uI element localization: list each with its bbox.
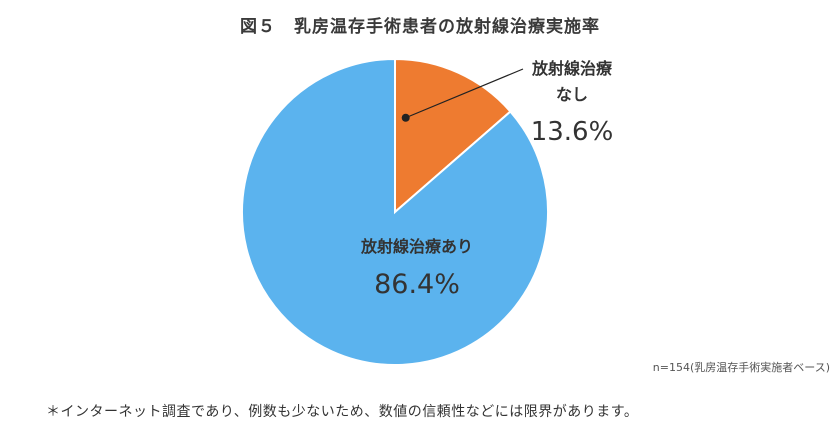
callout-dot — [401, 113, 410, 122]
chart-title: 図５ 乳房温存手術患者の放射線治療実施率 — [240, 17, 600, 37]
sample-note: n=154(乳房温存手術実施者ベース) — [652, 361, 830, 374]
slice-0-label-2: なし — [556, 85, 588, 104]
pie-slice-0 — [394, 57, 512, 215]
slice-0-label: 放射線治療 — [531, 59, 613, 78]
pie-slice-1 — [241, 57, 549, 366]
slice-0-value: 13.6% — [531, 117, 614, 147]
callout-line — [405, 68, 524, 119]
slice-1-label: 放射線治療あり — [360, 237, 473, 256]
footnote: ＊インターネット調査であり、例数も少ないため、数値の信頼性などには限界があります… — [46, 404, 639, 420]
slice-1-value: 86.4% — [374, 269, 460, 300]
